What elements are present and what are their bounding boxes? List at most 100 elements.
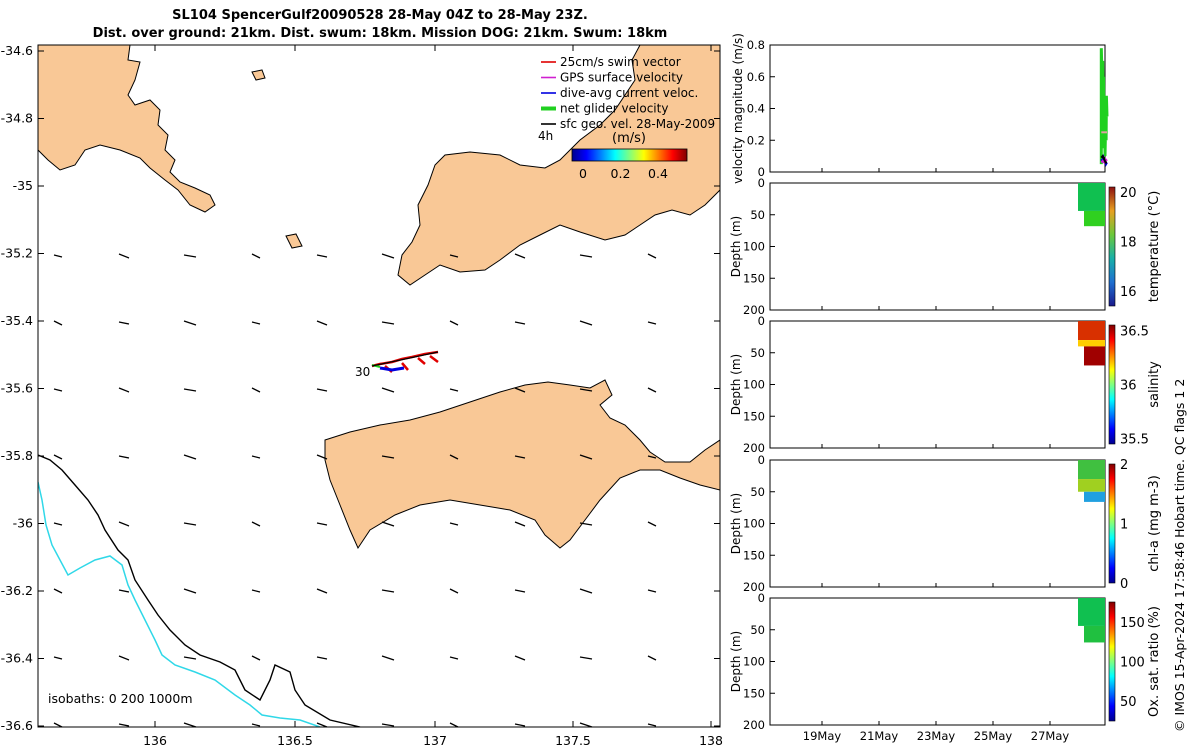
y-tick-label: 0 [758,591,765,605]
sfc-vector [647,387,657,393]
y-axis-label: velocity magnitude (m/s) [731,33,745,184]
panel-frame [769,320,1106,449]
sfc-vector [381,521,395,527]
colorbar-tick-label: 16 [1120,285,1137,300]
map-panel: 30 136 136.5 137 137.5 138 -34.6 -34.8 -35 -35.… [1,43,723,748]
sfc-vector [183,722,197,728]
sfc-vector [251,387,261,393]
glider-track: 30 [355,350,439,379]
y-tick-label: 0 [758,165,765,179]
land-eyre-peninsula [38,45,216,213]
sfc-vector [514,387,526,393]
sfc-vector [251,723,261,727]
sfc-vector [53,454,63,460]
land-islet [251,69,266,81]
y-tick-label: 0 [758,314,765,328]
map-x-tick-label: 137.5 [555,733,591,748]
sfc-vector [449,656,459,660]
sfc-vector [514,455,526,459]
panel-frame [769,597,1106,726]
heatmap-cells [1078,460,1105,480]
sfc-vector [381,253,395,259]
y-tick-label: 0 [758,453,765,467]
track-dive-avg [379,366,405,372]
colorbar-label: chl-a (mg m-3) [1147,475,1162,572]
y-tick-label: 150 [743,686,765,700]
y-tick-label: 0.4 [747,102,765,116]
colorbar [1108,186,1116,307]
heatmap-cells [1084,491,1105,502]
sfc-vector [579,454,593,460]
colorbar-label: Ox. sat. ratio (%) [1147,606,1162,717]
y-tick-label: 50 [750,346,765,360]
sfc-vector [381,321,395,325]
sfc-vector [53,522,63,526]
map-y-tick-label: -35 [13,178,33,193]
y-tick-label: 150 [743,548,765,562]
sfc-vector [579,320,593,326]
y-tick-label: 0.6 [747,70,765,84]
x-tick-label: 21May [860,729,899,743]
sfc-vector [316,656,328,660]
y-axis-label: Depth (m) [729,354,743,415]
heatmap-cells [1084,625,1105,643]
sfc-vector [118,455,130,459]
colorbar [1108,601,1116,722]
sfc-vector [183,522,197,526]
colorbar-tick-label: 150 [1120,616,1145,631]
heatmap-cells [1084,210,1105,227]
y-tick-label: 200 [743,718,765,732]
colorbar-tick-label: 36.5 [1120,324,1149,339]
map-y-tick-label: -35.2 [1,246,33,261]
sfc-vector [647,253,657,259]
colorbar-tick-label: 18 [1120,236,1137,251]
sfc-vector [647,455,657,459]
map-colorbar-tick-label: 0.2 [611,166,631,181]
sfc-vector [514,655,526,661]
isobaths-label: isobaths: 0 200 1000m [48,691,193,706]
sfc-vector [118,387,130,393]
sfc-vector [251,589,261,593]
sfc-vector [579,254,593,258]
sfc-vector [381,387,395,393]
y-tick-label: 100 [743,517,765,531]
colorbar-label: salinity [1147,361,1162,408]
map-y-tick-label: -36 [13,516,33,531]
sfc-vector [449,388,459,392]
heatmap-cells [1084,346,1105,366]
sfc-vector [316,388,328,392]
sfc-vector [118,723,130,727]
sfc-vector [647,589,657,593]
map-y-tick-label: -35.8 [1,448,33,463]
sfc-vector [381,655,395,661]
sfc-vector [381,455,395,459]
velocity-series-line [1100,154,1107,164]
map-colorbar-label: (m/s) [612,131,646,146]
profile-panel-2: 0 50 100 150 200 Depth (m) 35.5 36 36.5 salinity [729,314,1162,455]
y-tick-label: 150 [743,271,765,285]
heatmap-cells [1078,598,1105,626]
y-axis-label: Depth (m) [729,216,743,277]
legend-entry: 25cm/s swim vector [560,55,681,69]
sfc-vector [251,521,261,527]
colorbar-tick-label: 2 [1120,458,1128,473]
sfc-vector [118,589,130,593]
map-y-tick-label: -35.6 [1,381,33,396]
map-x-tick-label: 138 [699,733,723,748]
title-line-2: Dist. over ground: 21km. Dist. swum: 18k… [92,26,668,41]
map-y-tick-label: -36.2 [1,583,33,598]
sfc-vector [251,253,261,259]
map-legend: 25cm/s swim vector GPS surface velocitydi… [541,55,715,131]
sfc-vector [579,522,593,526]
sfc-vector [53,254,63,258]
y-tick-label: 100 [743,378,765,392]
sfc-vector [449,254,459,258]
y-tick-label: 50 [750,623,765,637]
colorbar-tick-label: 36 [1120,379,1137,394]
map-colorbar: (m/s) 0 0.2 0.4 [571,131,688,181]
heatmap-cells [1078,340,1105,347]
colorbar-tick-label: 50 [1120,695,1137,710]
y-tick-label: 0.8 [747,38,765,52]
sfc-vector [449,588,459,594]
